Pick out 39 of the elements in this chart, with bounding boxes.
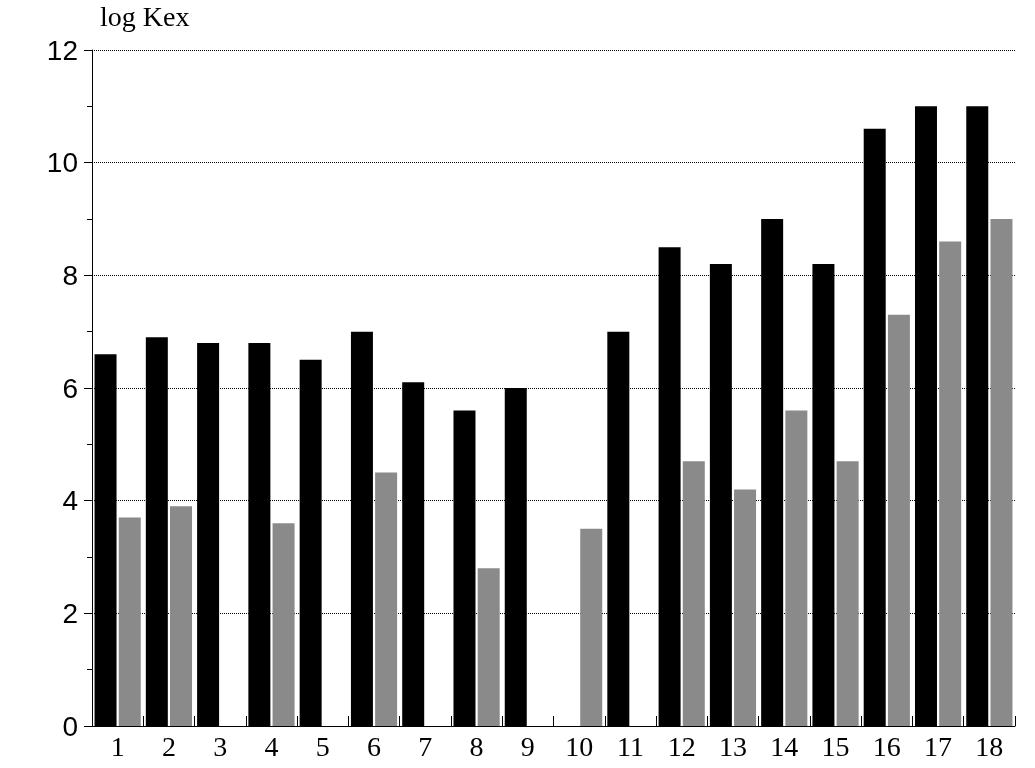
x-tick-label: 3: [213, 730, 228, 762]
x-tick-label: 12: [667, 730, 696, 762]
x-tick-label: 16: [872, 730, 901, 762]
bar: [682, 461, 705, 726]
y-tick-label: 6: [62, 372, 78, 404]
x-tick-label: 8: [469, 730, 484, 762]
bar: [939, 241, 962, 726]
x-tick-label: 11: [616, 730, 644, 762]
x-tick-label: 9: [520, 730, 535, 762]
x-tick-label: 17: [924, 730, 953, 762]
bar: [477, 568, 500, 726]
y-tick-label: 0: [62, 710, 78, 742]
bar: [836, 461, 859, 726]
x-tick-label: 18: [975, 730, 1004, 762]
y-axis-title: log Kex: [100, 0, 190, 32]
bar: [887, 314, 910, 726]
x-tick-label: 6: [367, 730, 382, 762]
y-tick-label: 2: [62, 597, 78, 629]
bar: [785, 410, 808, 726]
x-tick-label: 13: [718, 730, 747, 762]
x-tick-label: 2: [161, 730, 176, 762]
y-tick-label: 10: [46, 147, 78, 179]
x-tick-label: 14: [770, 730, 799, 762]
bar: [375, 472, 398, 726]
x-tick-label: 10: [565, 730, 594, 762]
bar: [734, 489, 757, 726]
x-tick-label: 1: [110, 730, 125, 762]
y-tick-label: 12: [46, 34, 78, 66]
bar: [990, 219, 1013, 726]
bar: [580, 528, 603, 726]
bar: [118, 517, 141, 726]
x-tick-label: 4: [264, 730, 279, 762]
x-tick-label: 7: [418, 730, 433, 762]
x-tick-label: 5: [315, 730, 330, 762]
bar: [272, 523, 295, 726]
y-tick-label: 8: [62, 259, 78, 291]
bar: [170, 506, 193, 726]
y-tick-label: 4: [62, 485, 78, 517]
x-tick-label: 15: [821, 730, 850, 762]
